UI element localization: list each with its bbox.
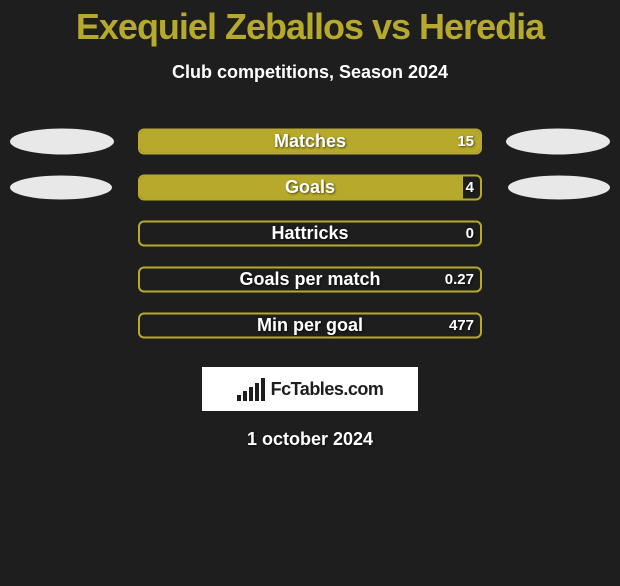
stat-label: Min per goal	[257, 315, 363, 336]
stat-bar: Goals per match 0.27	[138, 266, 482, 292]
stat-label: Hattricks	[271, 223, 348, 244]
page-title: Exequiel Zeballos vs Heredia	[0, 6, 620, 48]
player-oval-left	[10, 176, 112, 200]
stat-value: 15	[457, 133, 474, 150]
stat-label: Goals	[285, 177, 335, 198]
stat-label: Matches	[274, 131, 346, 152]
player-oval-left	[10, 128, 114, 154]
stat-row: Hattricks 0	[0, 211, 620, 257]
stat-row: Goals per match 0.27	[0, 257, 620, 303]
stat-value: 477	[449, 317, 474, 334]
stat-value: 0.27	[445, 271, 474, 288]
date-text: 1 october 2024	[0, 429, 620, 450]
stat-row: Min per goal 477	[0, 303, 620, 349]
player-oval-right	[506, 128, 610, 154]
stat-bar: Goals 4	[138, 174, 482, 200]
stat-bar: Matches 15	[138, 128, 482, 154]
logo-bars-icon	[237, 378, 265, 401]
stat-bar: Min per goal 477	[138, 312, 482, 338]
stat-bar: Hattricks 0	[138, 220, 482, 246]
stat-value: 0	[466, 225, 474, 242]
subtitle: Club competitions, Season 2024	[0, 62, 620, 83]
comparison-rows: Matches 15 Goals 4 Hattricks 0 Goals per match…	[0, 119, 620, 349]
fctables-logo: FcTables.com	[202, 367, 418, 411]
player-oval-right	[508, 176, 610, 200]
stat-label: Goals per match	[239, 269, 380, 290]
stat-row: Matches 15	[0, 119, 620, 165]
logo-text: FcTables.com	[271, 379, 384, 400]
stat-value: 4	[466, 179, 474, 196]
stat-row: Goals 4	[0, 165, 620, 211]
